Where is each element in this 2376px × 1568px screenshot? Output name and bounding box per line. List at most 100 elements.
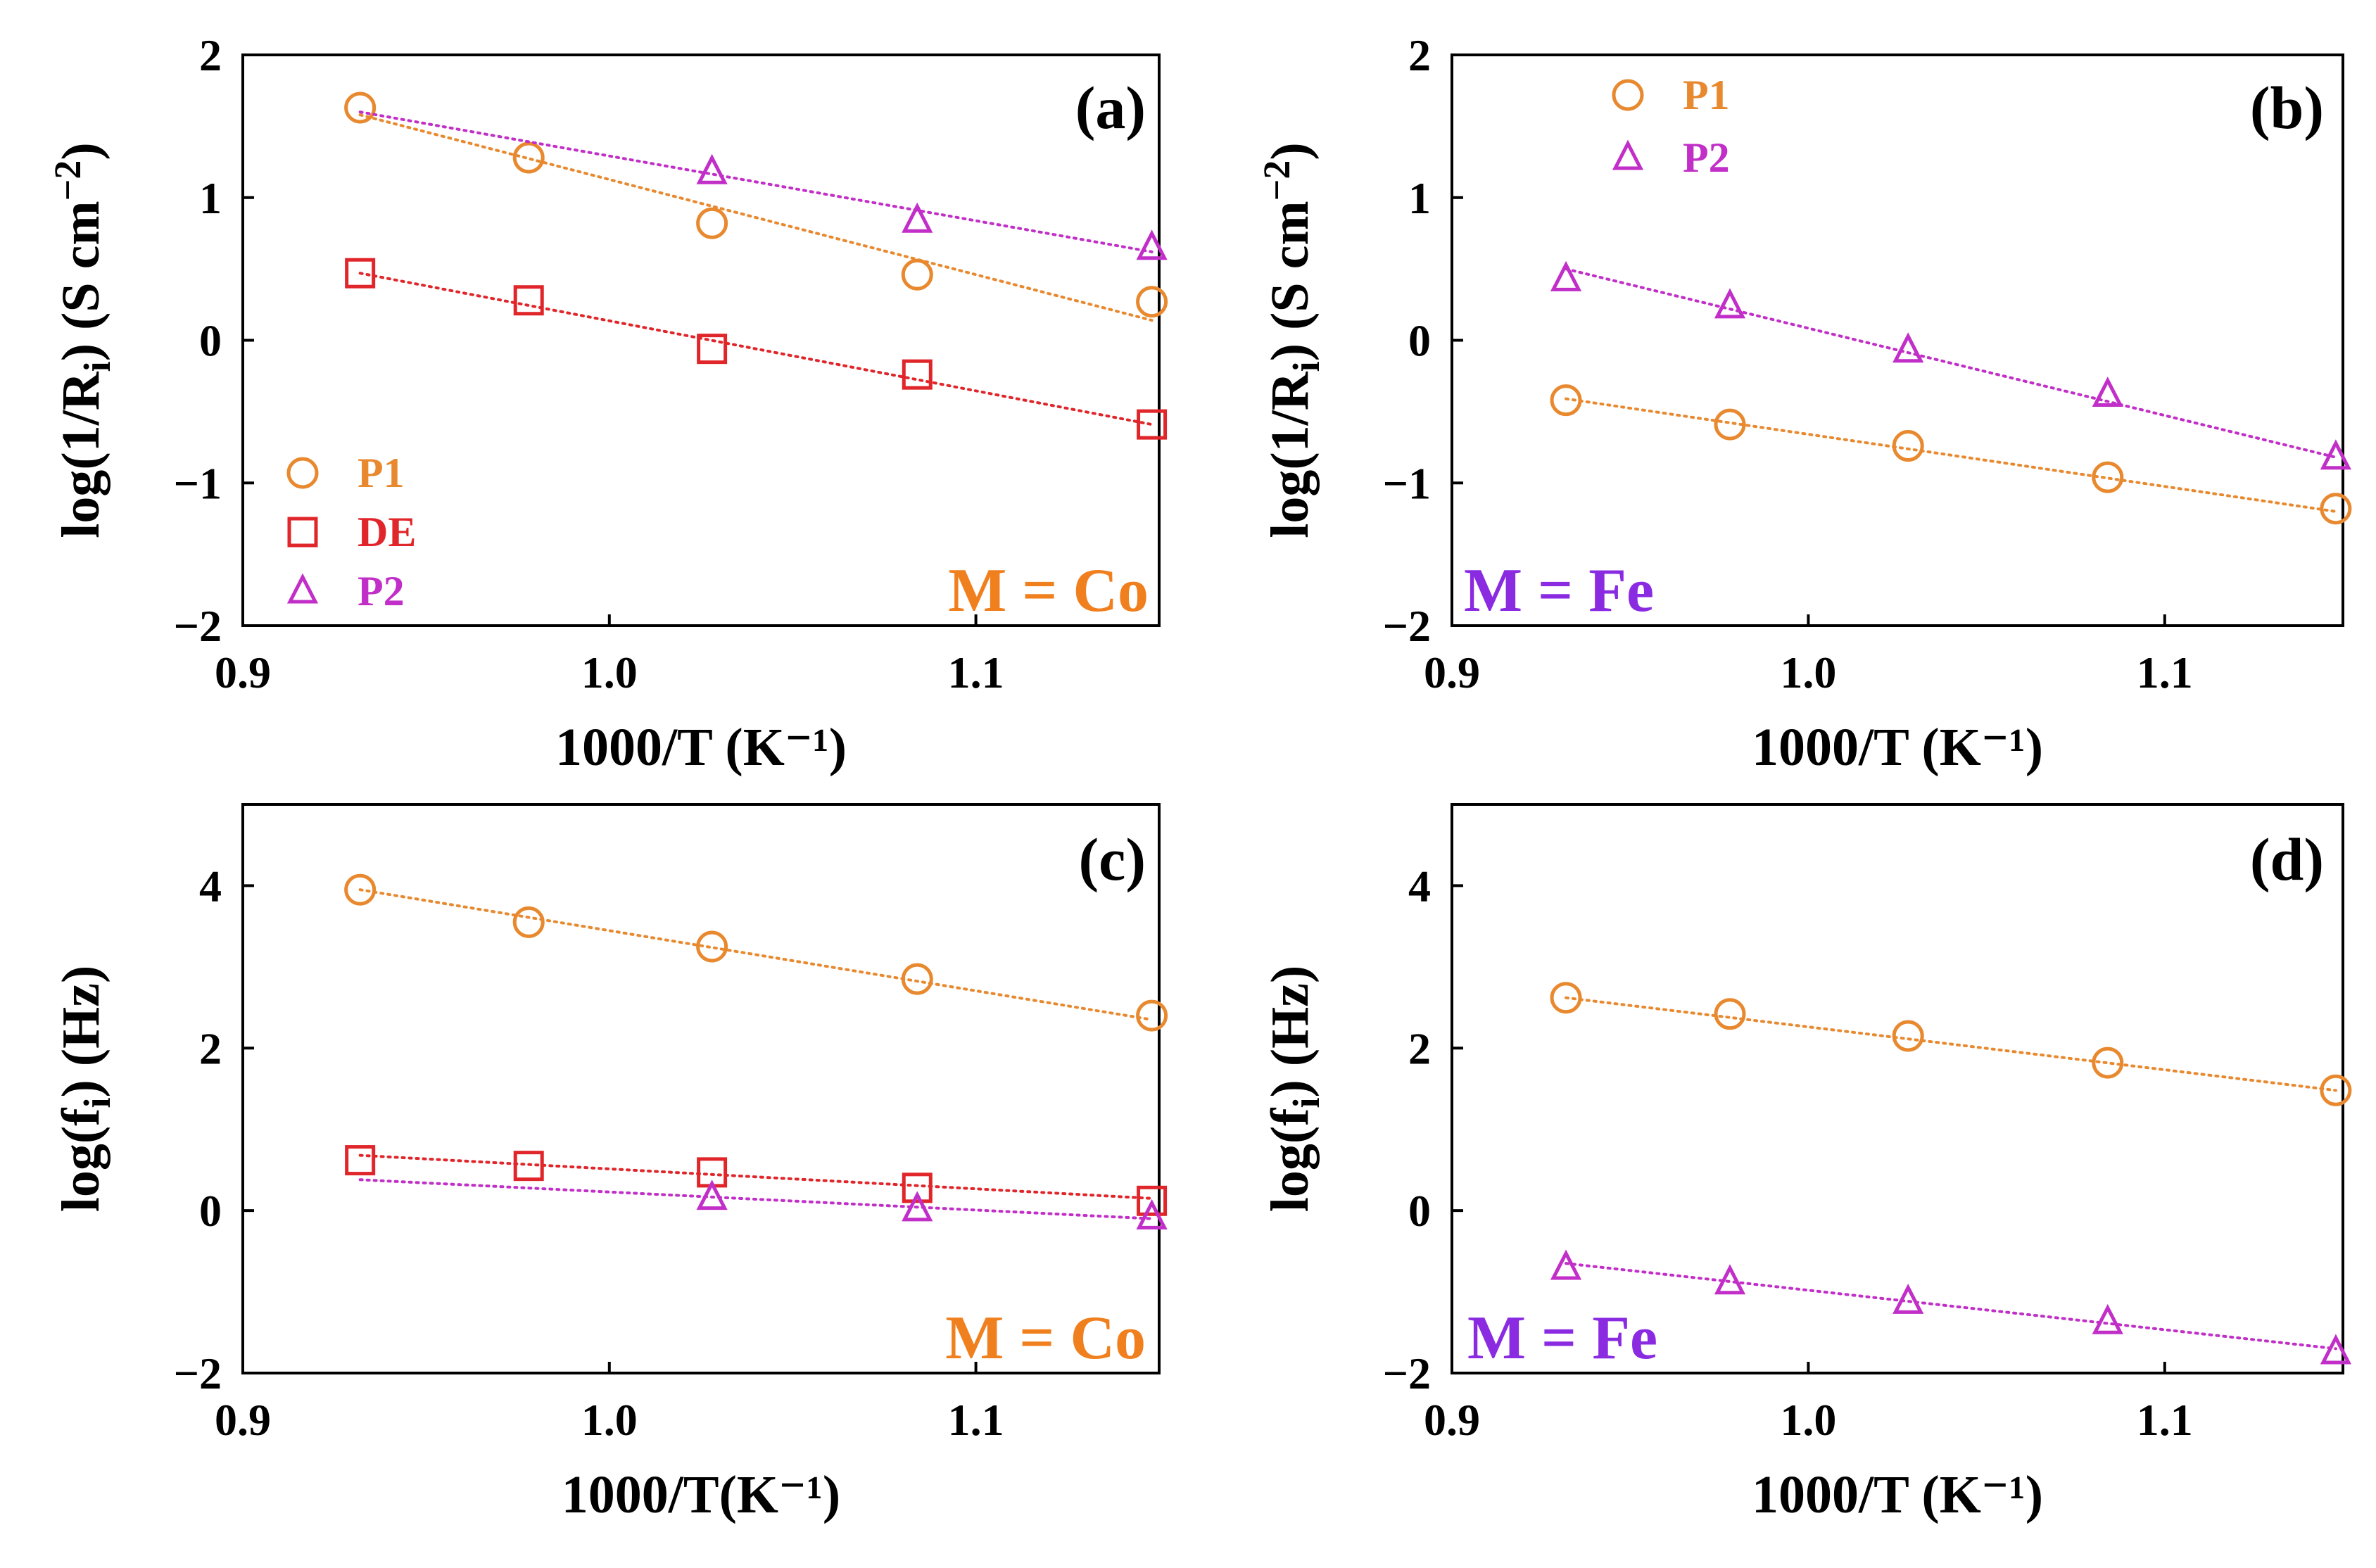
panel-tag: (c) (1079, 826, 1146, 893)
x-tick-label: 1.0 (1780, 647, 1836, 697)
y-tick-label: 0 (1408, 1186, 1431, 1236)
metal-label: M = Co (948, 557, 1149, 625)
data-point-p1 (696, 930, 728, 963)
x-tick-label: 0.9 (1424, 1395, 1480, 1445)
panel-tag: (b) (2250, 74, 2324, 141)
data-point-p1 (901, 258, 933, 291)
data-point-p2 (1550, 1249, 1582, 1280)
data-point-de (513, 285, 544, 316)
data-point-de (902, 359, 933, 390)
data-point-p1 (1136, 286, 1168, 318)
x-axis-title: 1000/T(K⁻¹) (562, 1465, 840, 1524)
legend-marker-p1 (286, 457, 319, 489)
legend-marker-p1 (1612, 79, 1644, 111)
metal-label: M = Co (945, 1304, 1146, 1372)
y-tick-label: 2 (199, 1023, 222, 1073)
y-axis-title-sub: i (76, 361, 118, 372)
data-point-p2 (1136, 229, 1168, 260)
y-tick-label: 4 (199, 861, 222, 911)
plot-frame (1451, 53, 2344, 627)
plot-frame (1451, 803, 2344, 1374)
y-tick-label: 0 (199, 1186, 222, 1236)
y-axis-title-part: log(1/R (1260, 371, 1320, 538)
y-axis-title-part: ) (Hz) (51, 966, 110, 1098)
data-point-p1 (2320, 493, 2352, 525)
data-point-p2 (1892, 332, 1924, 363)
data-point-p2 (1136, 1199, 1168, 1229)
data-point-p1 (901, 963, 933, 995)
y-tick-label: −2 (174, 1348, 222, 1398)
data-point-p1 (2092, 1047, 2124, 1079)
data-point-de (902, 1172, 933, 1203)
x-tick-label: 0.9 (215, 647, 271, 697)
y-axis-title: log(fi) (Hz) (51, 966, 118, 1213)
y-tick-label: 0 (1408, 316, 1431, 366)
data-point-p1 (1892, 1020, 1924, 1052)
data-point-p2 (2092, 377, 2123, 407)
data-point-p1 (512, 141, 545, 174)
data-point-de (1137, 1185, 1168, 1216)
legend-label-p2: P2 (358, 568, 405, 614)
data-point-p1 (344, 873, 377, 906)
x-axis-title: 1000/T (K⁻¹) (1752, 718, 2043, 777)
data-point-p1 (344, 91, 377, 124)
y-axis-title-part: log(f (51, 1107, 110, 1212)
data-point-p2 (1892, 1283, 1924, 1314)
panel-b: 0.9 1.0 1.1 −2 −1 0 1 2 1000/T (K⁻¹) log(1/Ri) (S… (1256, 30, 2352, 777)
data-point-p1 (1550, 982, 1582, 1014)
data-point-p2 (902, 202, 933, 233)
data-point-p1 (1714, 408, 1746, 441)
y-tick-label: −2 (174, 601, 222, 651)
data-point-p1 (512, 906, 545, 938)
y-tick-label: 4 (1408, 861, 1431, 911)
panel-c: 0.9 1.0 1.1 −2 0 2 4 1000/T(K⁻¹) log(fi) (Hz) (c)… (51, 803, 1168, 1524)
data-point-p2 (1714, 288, 1746, 319)
data-point-p2 (2320, 1334, 2351, 1365)
legend-marker-p2 (286, 573, 319, 604)
data-point-p2 (2092, 1303, 2123, 1334)
y-tick-label: 2 (199, 30, 222, 80)
y-axis-title: log(1/Ri) (S cm−2) (1256, 142, 1327, 538)
legend: P1 DE P2 (286, 450, 416, 614)
y-axis-title-sub: i (1285, 361, 1327, 372)
y-tick-label: 2 (1408, 1023, 1431, 1073)
legend-marker-de (287, 517, 318, 548)
data-point-p1 (1550, 384, 1582, 417)
fit-line-p1 (1565, 996, 2337, 1092)
y-axis-title: log(1/Ri) (S cm−2) (46, 142, 118, 538)
fit-line-de (358, 1153, 1154, 1200)
y-axis-title-part: ) (1260, 142, 1320, 160)
fit-line-p2 (1565, 1262, 2337, 1351)
y-tick-label: −1 (174, 458, 222, 508)
metal-label: M = Fe (1464, 557, 1654, 625)
data-point-de (697, 334, 728, 365)
y-axis-title-part: ) (S cm (51, 201, 110, 361)
y-axis-title-sup: −2 (46, 160, 89, 201)
y-tick-label: −1 (1383, 458, 1431, 508)
data-point-p2 (1714, 1264, 1746, 1295)
y-axis-title: log(fi) (Hz) (1260, 966, 1327, 1213)
y-axis-title-part: ) (S cm (1260, 201, 1320, 361)
panel-d: 0.9 1.0 1.1 −2 0 2 4 1000/T (K⁻¹) log(fi) (Hz) (d… (1260, 803, 2352, 1524)
fit-line-p1 (358, 888, 1154, 1021)
x-axis-title: 1000/T (K⁻¹) (1752, 1465, 2043, 1524)
y-axis-title-sup: −2 (1256, 160, 1298, 201)
legend-label-de: DE (358, 509, 416, 555)
legend-label-p1: P1 (358, 450, 405, 496)
data-point-p1 (1892, 430, 1924, 462)
data-point-p2 (696, 153, 728, 184)
panel-tag: (d) (2250, 826, 2324, 893)
legend-label-p2: P2 (1683, 134, 1730, 181)
legend-label-p1: P1 (1683, 72, 1730, 118)
panel-tag: (a) (1075, 74, 1146, 141)
data-point-p2 (696, 1180, 728, 1210)
x-tick-label: 1.0 (581, 647, 638, 697)
data-point-p1 (2092, 461, 2124, 493)
fit-line-de (358, 272, 1154, 426)
y-tick-label: 1 (1408, 173, 1431, 223)
x-tick-label: 1.1 (2137, 1395, 2193, 1445)
plot-frame (241, 803, 1161, 1374)
y-axis-title-part: ) (Hz) (1260, 966, 1320, 1098)
